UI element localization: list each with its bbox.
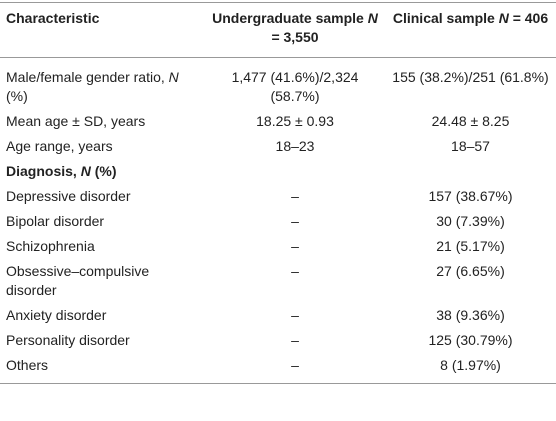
cell-text: (%)	[6, 88, 28, 104]
cell-text: –	[291, 307, 299, 323]
cell-text: 1,477 (41.6%)/2,324 (58.7%)	[231, 69, 359, 104]
header-row: Characteristic Undergraduate sample N = 3…	[0, 2, 556, 58]
cell-text: –	[291, 263, 299, 279]
table-row: Anxiety disorder – 38 (9.36%)	[0, 303, 556, 328]
table-row: Diagnosis, N (%)	[0, 159, 556, 184]
cell-text: Characteristic	[6, 10, 100, 26]
cell-text: Personality disorder	[6, 332, 130, 348]
cell-text: 125 (30.79%)	[428, 332, 513, 348]
table-cell: –	[205, 328, 385, 353]
table-cell: –	[205, 303, 385, 328]
cell-text: 155 (38.2%)/251 (61.8%)	[392, 69, 549, 85]
table-row: Age range, years 18–23 18–57	[0, 134, 556, 159]
cell-text: N	[80, 163, 91, 179]
table-row: Male/female gender ratio, N (%) 1,477 (41…	[0, 58, 556, 110]
table-cell: 18–57	[385, 134, 556, 159]
table-cell: Anxiety disorder	[0, 303, 205, 328]
cell-text: –	[291, 213, 299, 229]
table-header: Characteristic Undergraduate sample N = 3…	[0, 2, 556, 58]
cell-text: Depressive disorder	[6, 188, 131, 204]
cell-text: 18–23	[275, 138, 315, 154]
table-cell: 155 (38.2%)/251 (61.8%)	[385, 58, 556, 110]
table-cell: Mean age ± SD, years	[0, 109, 205, 134]
cell-text: (%)	[90, 163, 117, 179]
table-cell: 125 (30.79%)	[385, 328, 556, 353]
cell-text: 8 (1.97%)	[440, 357, 501, 373]
table-cell: Age range, years	[0, 134, 205, 159]
table-body: Male/female gender ratio, N (%) 1,477 (41…	[0, 58, 556, 384]
table-cell: 38 (9.36%)	[385, 303, 556, 328]
cell-text: 38 (9.36%)	[436, 307, 505, 323]
cell-text: N	[168, 69, 179, 85]
cell-text: N	[367, 10, 378, 26]
table-cell: 1,477 (41.6%)/2,324 (58.7%)	[205, 58, 385, 110]
table-cell: 30 (7.39%)	[385, 209, 556, 234]
cell-text: –	[291, 332, 299, 348]
table-cell: Depressive disorder	[0, 184, 205, 209]
table-row: Obsessive–compulsive disorder – 27 (6.65%)	[0, 259, 556, 303]
table-cell: Others	[0, 353, 205, 384]
table-cell: 21 (5.17%)	[385, 234, 556, 259]
cell-text: Age range, years	[6, 138, 113, 154]
header-cell: Undergraduate sample N = 3,550	[205, 2, 385, 58]
table-cell: Schizophrenia	[0, 234, 205, 259]
cell-text: Obsessive–compulsive disorder	[6, 263, 150, 298]
cell-text: = 406	[508, 10, 549, 26]
table-cell: 24.48 ± 8.25	[385, 109, 556, 134]
cell-text: Mean age ± SD, years	[6, 113, 146, 129]
table-cell: Obsessive–compulsive disorder	[0, 259, 205, 303]
header-cell: Characteristic	[0, 2, 205, 58]
cell-text: 27 (6.65%)	[436, 263, 505, 279]
cell-text: 18–57	[451, 138, 490, 154]
cell-text: 157 (38.67%)	[428, 188, 513, 204]
table-cell: –	[205, 353, 385, 384]
cell-text: –	[291, 238, 299, 254]
table-row: Personality disorder – 125 (30.79%)	[0, 328, 556, 353]
table-row: Depressive disorder – 157 (38.67%)	[0, 184, 556, 209]
cell-text: Undergraduate sample	[212, 10, 368, 26]
table-row: Others – 8 (1.97%)	[0, 353, 556, 384]
header-cell: Clinical sample N = 406	[385, 2, 556, 58]
cell-text: Anxiety disorder	[6, 307, 107, 323]
table-cell: –	[205, 184, 385, 209]
cell-text: Schizophrenia	[6, 238, 95, 254]
cell-text: N	[498, 10, 509, 26]
table-row: Bipolar disorder – 30 (7.39%)	[0, 209, 556, 234]
cell-text: Others	[6, 357, 49, 373]
cell-text: Clinical sample	[392, 10, 499, 26]
table-cell: Bipolar disorder	[0, 209, 205, 234]
table-cell: 157 (38.67%)	[385, 184, 556, 209]
table-row: Schizophrenia – 21 (5.17%)	[0, 234, 556, 259]
cell-text: 18.25 ± 0.93	[256, 113, 334, 129]
cell-text: Diagnosis,	[6, 163, 81, 179]
cell-text: –	[291, 188, 299, 204]
table-cell: Male/female gender ratio, N (%)	[0, 58, 205, 110]
cell-text: 30 (7.39%)	[436, 213, 505, 229]
table-cell: –	[205, 209, 385, 234]
cell-text: 21 (5.17%)	[436, 238, 505, 254]
cell-text: = 3,550	[271, 29, 319, 45]
table-cell: 18.25 ± 0.93	[205, 109, 385, 134]
cell-text: –	[291, 357, 299, 373]
table-cell: –	[205, 234, 385, 259]
cell-text: Bipolar disorder	[6, 213, 105, 229]
table-cell: 27 (6.65%)	[385, 259, 556, 303]
table-row: Mean age ± SD, years 18.25 ± 0.93 24.48 ± …	[0, 109, 556, 134]
cell-text: 24.48 ± 8.25	[431, 113, 510, 129]
cell-text: Male/female gender ratio,	[6, 69, 169, 85]
table-cell: Personality disorder	[0, 328, 205, 353]
table-cell: 18–23	[205, 134, 385, 159]
data-table: Characteristic Undergraduate sample N = 3…	[0, 2, 556, 384]
table-cell: 8 (1.97%)	[385, 353, 556, 384]
section-heading: Diagnosis, N (%)	[0, 159, 556, 184]
table-cell: –	[205, 259, 385, 303]
